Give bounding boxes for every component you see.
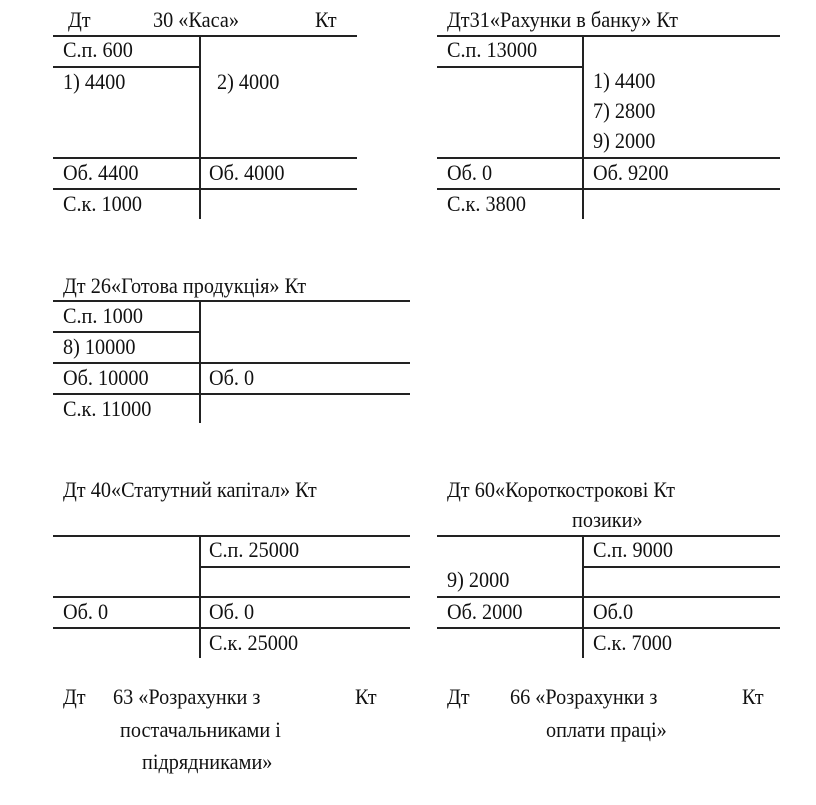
rule [53,188,357,190]
dt-label: Дт [63,684,86,709]
account-title: 63 «Розрахунки з [113,684,261,709]
rule [53,393,410,395]
rule [53,66,200,68]
closing-balance: С.к. 25000 [209,630,299,655]
credit-entry: 7) 2800 [593,98,656,123]
account-title-line2: постачальниками і [120,717,281,742]
debit-entry: 8) 10000 [63,334,136,359]
rule [437,66,583,68]
kt-label: Кт [742,684,764,709]
opening-balance: С.п. 600 [63,37,133,62]
closing-balance: С.к. 3800 [447,191,527,216]
rule [582,35,584,219]
rule [53,300,410,302]
rule [437,596,780,598]
opening-balance: С.п. 13000 [447,37,538,62]
debit-turnover: Об. 0 [447,160,493,185]
debit-entry: 9) 2000 [447,567,510,592]
account-title: 66 «Розрахунки з [510,684,658,709]
rule [53,596,410,598]
credit-turnover: Об.0 [593,599,634,624]
account-header: Дт 60«Короткострокові Кт [447,477,675,502]
dt-label: Дт [447,684,470,709]
opening-balance: С.п. 25000 [209,537,300,562]
debit-turnover: Об. 10000 [63,365,149,390]
rule [437,535,780,537]
credit-turnover: Об. 0 [209,599,255,624]
credit-turnover: Об. 9200 [593,160,669,185]
rule [53,157,357,159]
rule [53,362,410,364]
credit-entry: 9) 2000 [593,128,656,153]
rule [53,627,410,629]
rule [53,35,357,37]
debit-entry: 1) 4400 [63,69,126,94]
rule [437,157,780,159]
credit-entry: 2) 4000 [217,69,280,94]
rule [200,566,410,568]
opening-balance: С.п. 9000 [593,537,673,562]
account-header: Дт31«Рахунки в банку» Кт [447,7,678,32]
closing-balance: С.к. 7000 [593,630,673,655]
rule [53,331,200,333]
opening-balance: С.п. 1000 [63,303,143,328]
debit-turnover: Об. 2000 [447,599,523,624]
account-title-line3: підрядниками» [142,749,273,774]
kt-label: Кт [355,684,377,709]
account-header-line2: позики» [572,507,643,532]
dt-label: Дт [68,7,91,32]
rule [437,188,780,190]
account-title: 30 «Каса» [153,7,239,32]
credit-entry: 1) 4400 [593,68,656,93]
kt-label: Кт [315,7,337,32]
rule [199,35,201,219]
rule [437,627,780,629]
rule [583,566,780,568]
closing-balance: С.к. 1000 [63,191,143,216]
debit-turnover: Об. 0 [63,599,109,624]
account-title-line2: оплати праці» [546,717,667,742]
rule [53,535,410,537]
account-header: Дт 26«Готова продукція» Кт [63,273,307,298]
credit-turnover: Об. 4000 [209,160,285,185]
closing-balance: С.к. 11000 [63,396,152,421]
account-header: Дт 40«Статутний капітал» Кт [63,477,317,502]
debit-turnover: Об. 4400 [63,160,139,185]
rule [199,300,201,423]
rule [437,35,780,37]
credit-turnover: Об. 0 [209,365,255,390]
